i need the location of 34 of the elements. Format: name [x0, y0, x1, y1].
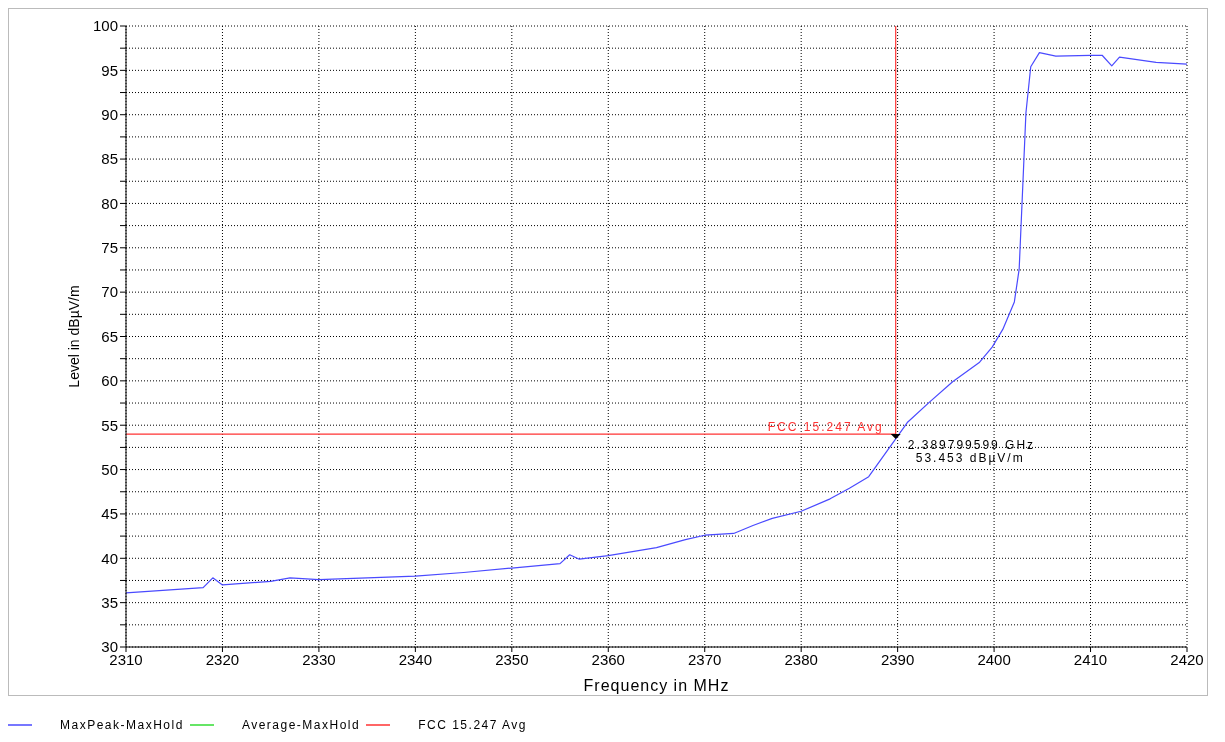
y-tick-label: 80 — [101, 194, 118, 212]
x-tick-label: 2380 — [784, 650, 818, 668]
x-tick-label: 2400 — [977, 650, 1011, 668]
line-series — [126, 52, 1187, 594]
y-tick-label: 90 — [101, 106, 118, 124]
x-tick-label: 2360 — [591, 650, 625, 668]
x-tick-label: 2320 — [205, 650, 240, 668]
y-tick-label: 65 — [101, 327, 118, 345]
legend-label: Average-MaxHold — [241, 718, 361, 732]
y-tick-label: 50 — [101, 460, 118, 478]
annotation: 2.389799599 GHz 53.453 dBµV/m — [907, 437, 1036, 465]
y-tick-label: 45 — [101, 505, 118, 523]
x-tick-label: 2340 — [398, 650, 433, 668]
y-tick-label: 70 — [101, 283, 118, 301]
text: FCC 15.247 Avg — [767, 420, 884, 435]
y-tick-label: 35 — [101, 593, 118, 611]
x-tick-label: 2370 — [688, 650, 722, 668]
legend-label: MaxPeak-MaxHold — [60, 718, 184, 732]
y-axis-title: Level in dBµV/m — [65, 285, 82, 388]
y-tick-label: 85 — [101, 150, 118, 168]
y-tick-label: 95 — [101, 61, 118, 79]
x-tick-label: 2410 — [1073, 650, 1108, 668]
y-tick-label: 60 — [101, 372, 118, 390]
y-tick-label: 55 — [101, 416, 118, 434]
y-tick-label: 100 — [92, 17, 118, 35]
x-tick-label: 2420 — [1170, 650, 1204, 668]
legend-label: FCC 15.247 Avg — [418, 718, 528, 732]
x-axis-title: Frequency in MHz — [583, 677, 730, 694]
x-tick-label: 2330 — [302, 650, 336, 668]
y-tick-label: 30 — [101, 638, 118, 656]
x-tick-label: 2390 — [880, 650, 915, 668]
y-tick-label: 75 — [101, 239, 118, 257]
y-tick-label: 40 — [101, 549, 118, 567]
x-tick-label: 2350 — [495, 650, 529, 668]
